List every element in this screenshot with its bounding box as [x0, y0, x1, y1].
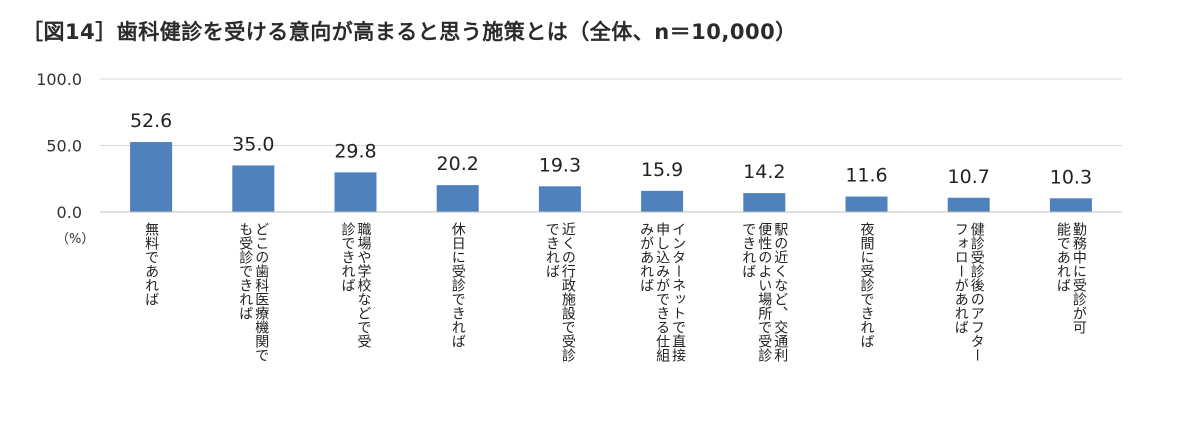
data-label: 14.2	[743, 161, 785, 183]
category-label: インターネットで直接	[670, 222, 686, 363]
category-label: 勤務中に受診が可	[1071, 222, 1087, 334]
category-label: できれば	[544, 222, 560, 278]
data-label: 20.2	[437, 153, 479, 175]
y-tick-label: 0.0	[57, 203, 82, 222]
category-label: も受診できれば	[237, 222, 253, 320]
category-label: 健診受診後のアフター	[969, 222, 985, 362]
chart-title: ［図14］歯科健診を受ける意向が高まると思う施策とは（全体、n＝10,000）	[22, 20, 797, 44]
y-unit-label: （%）	[56, 232, 94, 247]
bar	[130, 142, 173, 212]
category-label: 能であれば	[1055, 222, 1071, 292]
category-label: みがあれば	[638, 222, 654, 292]
data-label: 15.9	[641, 159, 683, 181]
category-label: 駅の近くなど、交通利	[772, 222, 788, 362]
bar	[947, 197, 990, 212]
data-label: 29.8	[334, 140, 376, 162]
y-tick-label: 100.0	[36, 70, 82, 89]
category-label: できれば	[740, 222, 756, 278]
bar	[232, 165, 275, 212]
category-label: どこの歯科医療機関で	[253, 222, 269, 362]
category-label: フォローがあれば	[953, 222, 969, 334]
data-label: 11.6	[845, 165, 887, 187]
bar	[845, 196, 888, 212]
category-label: 夜間に受診できれば	[859, 222, 875, 348]
data-label: 10.7	[948, 166, 990, 188]
data-label: 35.0	[232, 133, 274, 155]
bar	[1049, 198, 1092, 212]
category-label: 休日に受診できれば	[450, 222, 466, 348]
bar	[641, 190, 684, 212]
data-label: 19.3	[539, 154, 581, 176]
y-tick-label: 50.0	[46, 137, 82, 156]
category-label: 便性のよい場所で受診	[756, 222, 772, 362]
category-label: 近くの行政施設で受診	[560, 222, 576, 362]
bar	[538, 186, 581, 212]
category-label: 診できれば	[340, 222, 356, 292]
bar	[436, 185, 479, 212]
data-label: 52.6	[130, 110, 172, 132]
category-label: 申し込みができる仕組	[654, 222, 670, 362]
bar	[743, 193, 786, 212]
category-label: 職場や学校などで受	[356, 222, 372, 348]
data-label: 10.3	[1050, 166, 1092, 188]
bar	[334, 172, 377, 212]
category-label: 無料であれば	[143, 222, 159, 306]
